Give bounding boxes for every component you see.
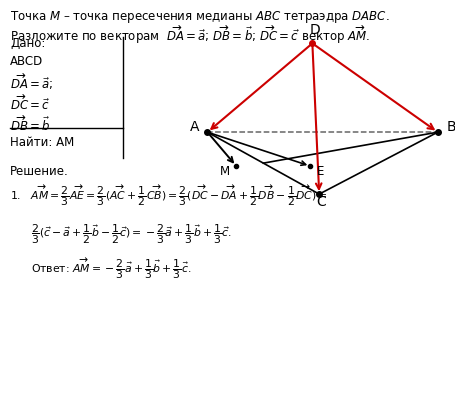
Text: C: C <box>316 195 326 209</box>
Text: M: M <box>219 165 229 178</box>
Text: Решение.: Решение. <box>10 165 69 178</box>
Text: ABCD: ABCD <box>10 55 43 67</box>
Text: E: E <box>316 165 323 178</box>
Text: $\overrightarrow{DA} = \vec{a}$;: $\overrightarrow{DA} = \vec{a}$; <box>10 72 53 93</box>
Text: Разложите по векторам  $\overrightarrow{DA} = \vec{a}$; $\overrightarrow{DB} = \: Разложите по векторам $\overrightarrow{D… <box>10 23 369 46</box>
Text: $\dfrac{2}{3}(\vec{c} - \vec{a} + \dfrac{1}{2}\vec{b} - \dfrac{1}{2}\vec{c}) =  : $\dfrac{2}{3}(\vec{c} - \vec{a} + \dfrac… <box>31 223 232 247</box>
Text: $\overrightarrow{DC} = \vec{c}$: $\overrightarrow{DC} = \vec{c}$ <box>10 93 51 112</box>
Text: Ответ: $\overrightarrow{AM} = -\dfrac{2}{3}\vec{a} + \dfrac{1}{3}\vec{b} + \dfra: Ответ: $\overrightarrow{AM} = -\dfrac{2}… <box>31 256 191 281</box>
Text: B: B <box>445 120 455 134</box>
Text: A: A <box>190 120 199 134</box>
Text: 1.   $\overrightarrow{AM} = \dfrac{2}{3}\overrightarrow{AE} = \dfrac{2}{3}(\over: 1. $\overrightarrow{AM} = \dfrac{2}{3}\o… <box>10 184 327 209</box>
Text: Дано:: Дано: <box>10 37 46 50</box>
Text: Найти: AM: Найти: AM <box>10 136 74 149</box>
Text: Точка $M$ – точка пересечения медианы $ABC$ тетраэдра $DABC$.: Точка $M$ – точка пересечения медианы $A… <box>10 9 389 25</box>
Text: $\overrightarrow{DB} = \vec{b}$: $\overrightarrow{DB} = \vec{b}$ <box>10 114 51 133</box>
Text: D: D <box>308 23 319 37</box>
